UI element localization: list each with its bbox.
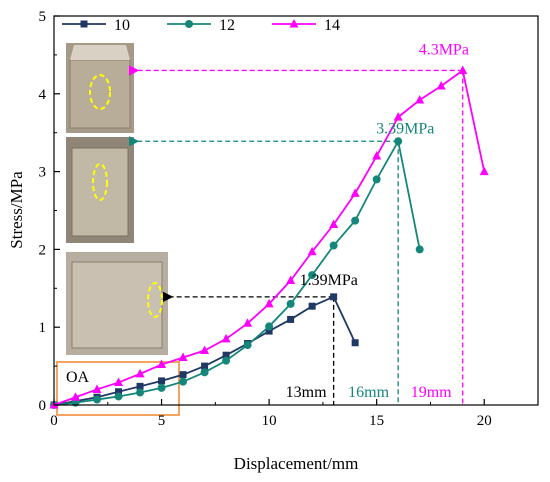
y-tick-label: 3: [39, 165, 47, 181]
series-14: [49, 65, 489, 409]
legend-item-12: 12: [167, 17, 235, 34]
data-point: [93, 395, 102, 404]
x-axis-label: Displacement/mm: [234, 454, 359, 473]
peak-displacement-label: 16mm: [348, 384, 389, 401]
x-tick-label: 15: [369, 413, 384, 429]
peak-stress-label: 1.39MPa: [300, 272, 358, 289]
y-tick-label: 1: [39, 320, 47, 336]
x-tick-label: 0: [50, 413, 58, 429]
data-point: [222, 351, 230, 359]
data-point: [92, 384, 102, 393]
data-point: [157, 359, 167, 369]
legend-label: 10: [114, 17, 130, 34]
data-point: [329, 241, 338, 250]
annotation-labels: 1.39MPa 13mm 3.39MPa 16mm 4.3MPa 19mm: [286, 41, 469, 401]
data-point: [185, 20, 193, 28]
y-tick-label: 5: [39, 9, 47, 25]
peak-displacement-label: 19mm: [411, 384, 452, 401]
peak-stress-label: 3.39MPa: [376, 120, 434, 137]
data-point: [372, 151, 382, 160]
data-point: [264, 298, 274, 308]
legend-item-10: 10: [62, 17, 130, 34]
data-point: [329, 219, 339, 229]
oa-region-label: OA: [66, 369, 90, 386]
data-point: [286, 275, 296, 285]
specimen-photo-3: [66, 252, 168, 355]
data-point: [415, 95, 425, 104]
data-point: [157, 383, 166, 392]
legend-label: 12: [219, 17, 235, 34]
peak-stress-label: 4.3MPa: [419, 41, 469, 58]
legend: 10 12 14: [62, 17, 340, 34]
legend-item-14: 14: [272, 17, 340, 34]
x-tick-label: 10: [262, 413, 277, 429]
data-point: [71, 392, 81, 401]
data-point: [415, 245, 424, 254]
data-point: [200, 345, 210, 355]
y-axis-label: Stress/MPa: [7, 171, 26, 249]
data-point: [372, 175, 381, 184]
data-point: [136, 388, 145, 397]
data-point: [243, 318, 253, 327]
data-point: [287, 315, 295, 323]
data-point: [222, 356, 231, 365]
data-point: [479, 166, 489, 176]
y-tick-label: 4: [39, 87, 47, 103]
oa-region-box: [56, 361, 180, 416]
data-point: [265, 322, 274, 331]
specimen-photo-1: [66, 43, 134, 133]
data-point: [201, 362, 209, 370]
data-point: [179, 377, 188, 386]
data-point: [458, 65, 468, 74]
data-point: [436, 81, 446, 90]
data-point: [178, 352, 188, 362]
data-point: [308, 302, 316, 310]
data-point: [80, 20, 88, 28]
data-point: [351, 216, 360, 225]
data-point: [135, 368, 145, 378]
data-point: [114, 392, 123, 401]
annotation-guides: [128, 65, 464, 405]
y-tick-label: 0: [39, 398, 47, 414]
data-point: [114, 377, 124, 386]
y-tick-label: 2: [39, 242, 47, 258]
data-point: [200, 368, 209, 377]
data-point: [307, 246, 317, 256]
series-layer: [49, 65, 489, 409]
data-point: [286, 299, 295, 308]
data-point: [330, 293, 338, 301]
data-point: [221, 333, 231, 343]
data-point: [393, 112, 403, 121]
data-point: [243, 341, 252, 350]
data-point: [136, 382, 144, 390]
data-point: [265, 327, 273, 335]
x-tick-label: 5: [158, 413, 166, 429]
specimen-photo-2: [66, 137, 134, 243]
data-point: [394, 137, 403, 146]
legend-label: 14: [324, 17, 340, 34]
data-point: [351, 339, 359, 347]
peak-displacement-label: 13mm: [286, 384, 327, 401]
data-point: [179, 371, 187, 379]
data-point: [115, 388, 123, 396]
x-tick-label: 20: [477, 413, 492, 429]
data-point: [158, 377, 166, 385]
data-point: [350, 188, 360, 197]
data-point: [308, 271, 317, 280]
data-point: [289, 19, 299, 28]
